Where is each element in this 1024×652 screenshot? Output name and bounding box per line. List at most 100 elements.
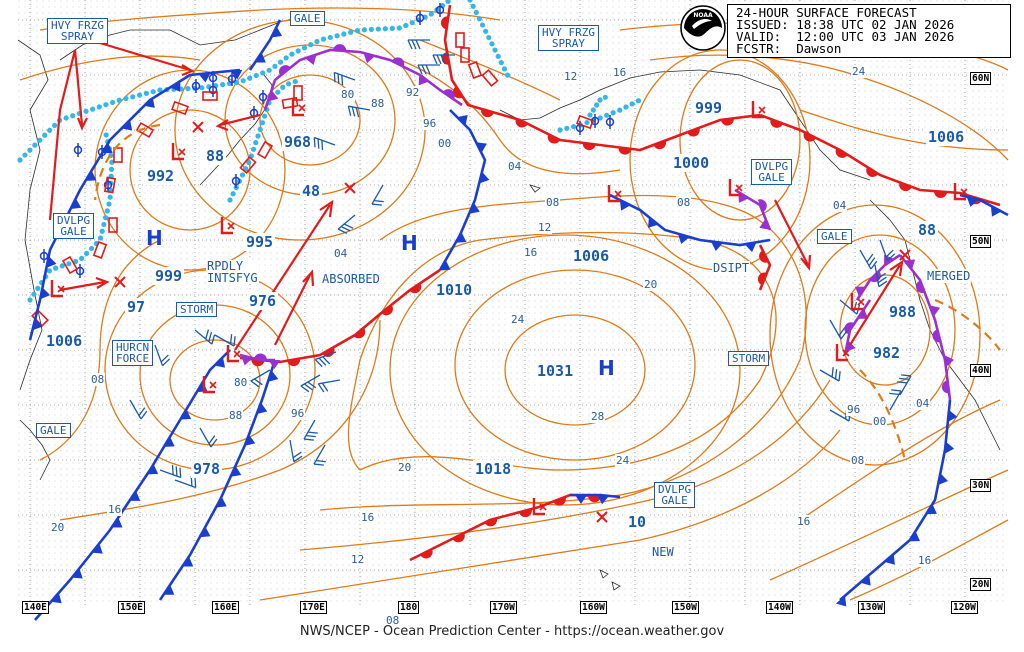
- ice-dot: [31, 291, 37, 297]
- ice-dot: [63, 115, 69, 121]
- ice-dot: [32, 142, 38, 148]
- ice-dot: [97, 235, 104, 241]
- freezing-spray-icon: [455, 32, 465, 48]
- wind-barb-icon: [214, 334, 236, 347]
- fronts: [28, 4, 1009, 621]
- ice-dot: [308, 42, 314, 48]
- ice-dot: [602, 94, 608, 100]
- lon-label: 140E: [22, 601, 49, 614]
- ice-dot: [35, 285, 41, 291]
- isobar-label: 04: [915, 397, 931, 410]
- isobar-label: 08: [676, 196, 692, 209]
- ice-dot: [489, 41, 495, 47]
- ice-dot: [240, 78, 246, 84]
- low-center-icon: [607, 185, 622, 203]
- ice-dot: [557, 127, 563, 133]
- isobar-label: 12: [350, 553, 366, 566]
- svg-text:NOAA: NOAA: [693, 12, 713, 19]
- warning-hvy-frzg-spray-west: HVY FRZG SPRAY: [47, 18, 108, 44]
- ice-dot: [102, 215, 109, 221]
- ice-dot: [83, 250, 90, 257]
- ice-dot: [257, 126, 263, 132]
- ice-dot: [327, 34, 333, 41]
- ice-dot: [157, 87, 163, 93]
- freezing-spray-icon: [135, 121, 155, 139]
- ice-dot: [59, 263, 65, 269]
- low-center-icon: [291, 99, 306, 117]
- ice-dot: [382, 26, 388, 32]
- lon-label: 150E: [118, 601, 145, 614]
- ice-dot: [260, 70, 266, 76]
- ice-dot: [106, 201, 112, 207]
- header-forecaster: FCSTR: Dawson: [736, 41, 842, 56]
- ice-dot: [587, 112, 593, 118]
- lon-label: 160E: [212, 601, 239, 614]
- ice-dot: [320, 36, 327, 42]
- ice-dot: [590, 107, 596, 113]
- freezing-spray-icon: [467, 61, 483, 79]
- ice-dot: [584, 119, 590, 126]
- ice-dot: [143, 90, 149, 97]
- ice-dot: [486, 34, 492, 41]
- ice-dot: [280, 84, 286, 90]
- ice-dot: [185, 86, 191, 92]
- ice-dot: [501, 66, 508, 72]
- ice-dot: [403, 22, 409, 29]
- pressure-978: 978: [191, 460, 223, 478]
- ice-accretion-icon: [258, 90, 268, 104]
- wind-barb-icon: [314, 351, 337, 368]
- troughs: [93, 123, 1001, 461]
- ice-accretion-icon: [415, 11, 425, 25]
- pressure-988-nw: 88: [204, 147, 227, 165]
- ice-dot: [396, 25, 402, 31]
- pressure-1031: 1031: [535, 362, 576, 380]
- lon-label: 180: [398, 601, 420, 614]
- ice-dot: [247, 75, 253, 81]
- wind-barb-icon: [897, 374, 912, 396]
- wind-barb-icon: [879, 239, 896, 262]
- isobar-label: 24: [615, 454, 631, 467]
- wind-barb-icon: [859, 249, 878, 270]
- ice-dot: [66, 261, 72, 267]
- lon-label: 160W: [580, 601, 607, 614]
- wind-barb-icon: [129, 399, 148, 420]
- isobar-label: 04: [832, 199, 848, 212]
- low-center-icon: [202, 376, 217, 394]
- wind-barb-icon: [250, 369, 271, 388]
- isobar-label: 16: [523, 246, 539, 259]
- ice-dot: [354, 28, 361, 34]
- label-merged: MERGED: [926, 269, 972, 283]
- pressure-995: 995: [244, 233, 276, 251]
- ice-dot: [90, 106, 96, 112]
- ice-accretion-icon: [231, 174, 241, 188]
- isobar-label: 80: [233, 376, 249, 389]
- pressure-988-east: 88: [916, 221, 939, 239]
- warning-dvlpg-gale-south: DVLPG GALE: [654, 482, 696, 508]
- ice-dot: [604, 112, 610, 118]
- ice-accretion-icon: [227, 72, 237, 86]
- ice-dot: [389, 25, 395, 31]
- ice-dot: [292, 78, 298, 85]
- ice-dot: [635, 98, 642, 104]
- ice-dot: [70, 113, 76, 119]
- ice-dot: [266, 67, 272, 73]
- freezing-spray-icon: [108, 217, 118, 233]
- ice-dot: [476, 16, 482, 22]
- isobar-label: 92: [405, 86, 421, 99]
- ice-dot: [495, 53, 501, 59]
- warning-gale-north: GALE: [290, 11, 325, 26]
- ice-accretion-icon: [208, 83, 218, 97]
- ice-dot: [99, 228, 105, 234]
- isobar-label: 16: [107, 503, 123, 516]
- ice-dot: [22, 152, 28, 158]
- pressure-999-west: 999: [153, 267, 185, 285]
- wind-barb-icon: [337, 214, 356, 235]
- lat-label: 40N: [970, 364, 992, 377]
- isobar-label: 08: [545, 196, 561, 209]
- isobar-label: 20: [643, 278, 659, 291]
- isobar-label: 88: [370, 97, 386, 110]
- pressure-976: 976: [247, 292, 279, 310]
- ice-dot: [295, 48, 301, 54]
- freezing-spray-icon: [281, 96, 299, 110]
- wind-barb-icon: [300, 374, 321, 393]
